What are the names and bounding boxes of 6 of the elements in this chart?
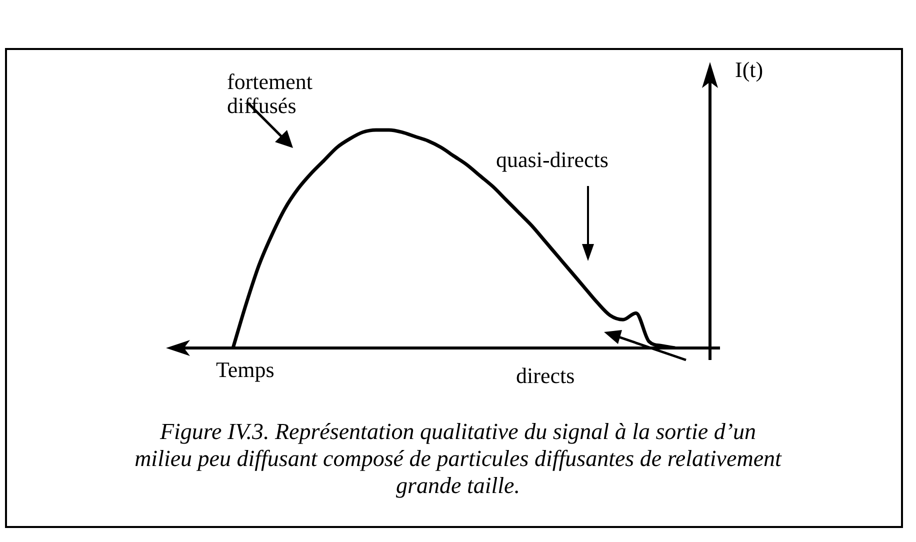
annotation: quasi-directs: [496, 147, 608, 172]
y-axis-title: I(t): [735, 57, 764, 82]
x-axis-title: Temps: [216, 357, 274, 382]
text: Figure IV.3. Représentation qualitative du signal à la sortie d’un milieu peu diffusant composé de particules diffusantes de relativement grande taille.: [134, 418, 783, 499]
text: fortement diffusés: [227, 69, 313, 118]
text: directs: [516, 363, 575, 388]
